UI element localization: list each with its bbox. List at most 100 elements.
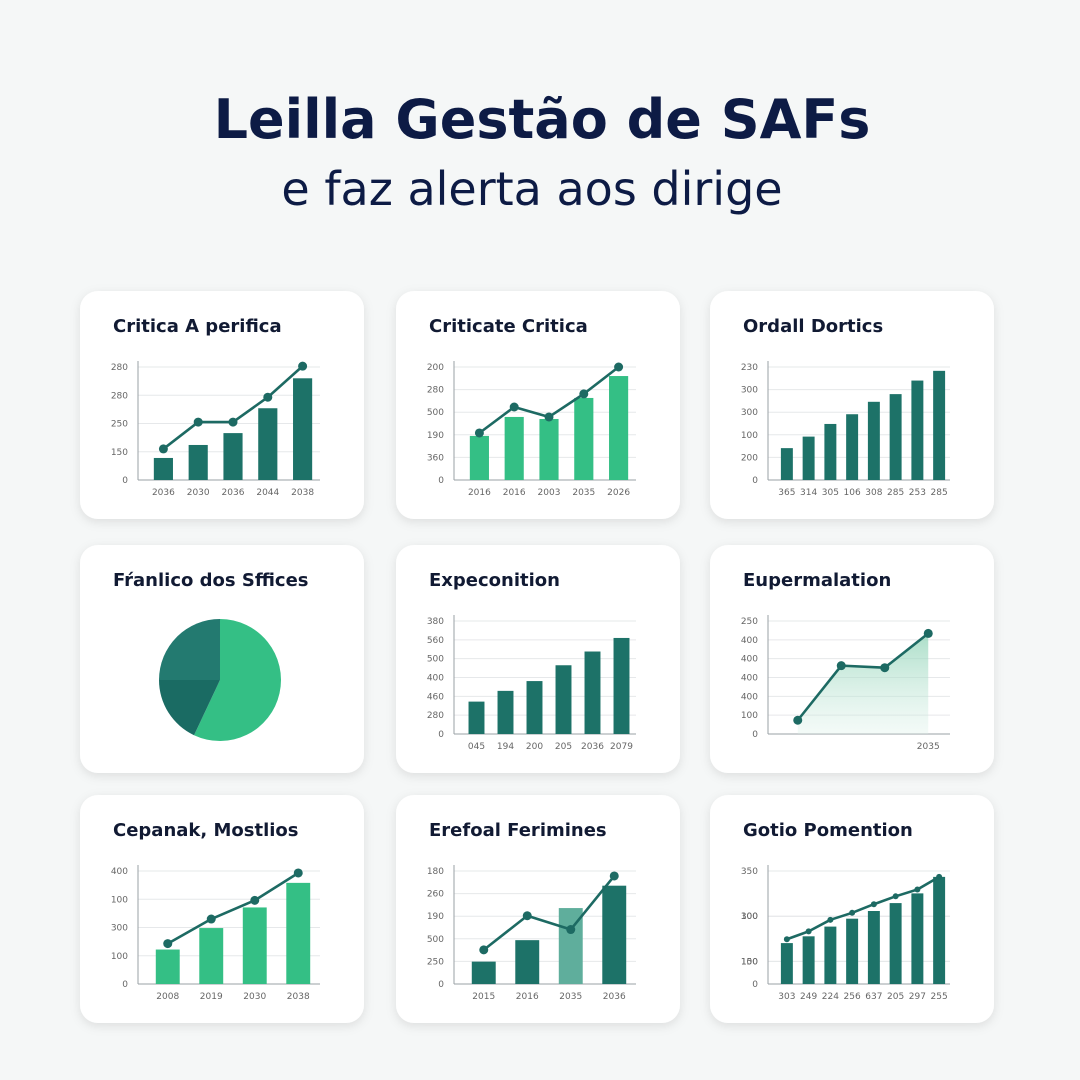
y-tick-label: 0	[752, 476, 758, 486]
x-tick-label: 2079	[610, 742, 633, 752]
x-tick-label: 200	[526, 742, 543, 752]
pie-slice	[159, 619, 220, 680]
y-tick-label: 150	[741, 957, 758, 967]
x-tick-label: 224	[822, 992, 839, 1002]
x-tick-label: 2016	[468, 488, 491, 498]
x-tick-label: 365	[778, 488, 795, 498]
bar	[199, 928, 224, 984]
line	[786, 875, 940, 941]
y-tick-label: 180	[427, 867, 444, 877]
y-tick-label: 100	[111, 952, 128, 962]
chart-title: Criticate Critica	[429, 316, 588, 337]
x-tick-label: 255	[931, 992, 948, 1002]
x-tick-label: 2036	[603, 992, 626, 1002]
marker	[914, 886, 921, 893]
x-tick-label: 194	[497, 742, 514, 752]
chart-title: Expeconition	[429, 570, 560, 591]
y-tick-label: 300	[741, 912, 758, 922]
x-tick-label: 303	[778, 992, 795, 1002]
marker	[522, 911, 532, 921]
y-tick-label: 280	[111, 363, 128, 373]
bar	[539, 418, 559, 480]
y-tick-label: 500	[427, 408, 444, 418]
marker	[870, 901, 877, 908]
marker	[805, 928, 812, 935]
y-tick-label: 350	[741, 867, 758, 877]
y-tick-label: 100	[741, 957, 758, 967]
y-tick-label: 280	[427, 711, 444, 721]
marker	[158, 444, 168, 454]
x-tick-label: 308	[865, 488, 882, 498]
marker	[793, 715, 803, 725]
y-tick-label: 230	[741, 363, 758, 373]
marker	[250, 895, 260, 905]
y-tick-label: 200	[741, 453, 758, 463]
bar	[802, 936, 815, 984]
bar	[609, 376, 629, 480]
marker	[614, 362, 624, 372]
y-tick-label: 100	[111, 895, 128, 905]
marker	[579, 389, 589, 399]
line	[482, 875, 616, 951]
y-tick-label: 380	[427, 617, 444, 627]
x-tick-label: 2030	[243, 992, 266, 1002]
x-tick-label: 285	[887, 488, 904, 498]
bar	[846, 918, 859, 984]
y-tick-label: 280	[111, 391, 128, 401]
y-tick-label: 100	[741, 912, 758, 922]
area	[797, 633, 929, 734]
bar	[526, 681, 543, 734]
bar	[780, 943, 793, 984]
x-tick-label: 2038	[287, 992, 310, 1002]
bar	[223, 433, 243, 480]
marker	[206, 914, 216, 924]
chart-title: Erefoal Ferimines	[429, 820, 607, 841]
bar	[293, 378, 313, 480]
marker	[293, 868, 303, 878]
x-tick-label: 106	[844, 488, 861, 498]
bar	[504, 416, 524, 480]
y-tick-label: 400	[111, 867, 128, 877]
y-tick-label: 460	[427, 692, 444, 702]
subheadline: e faz alerta aos dirige	[281, 162, 782, 216]
y-tick-label: 0	[752, 730, 758, 740]
x-tick-label: 2044	[256, 488, 279, 498]
y-tick-label: 300	[111, 924, 128, 934]
y-tick-label: 190	[427, 431, 444, 441]
y-tick-label: 250	[427, 957, 444, 967]
line	[796, 632, 930, 722]
y-tick-label: 100	[741, 431, 758, 441]
x-tick-label: 2026	[607, 488, 630, 498]
bar	[613, 637, 630, 734]
bar	[602, 885, 627, 984]
x-tick-label: 2003	[538, 488, 561, 498]
bar	[286, 882, 311, 984]
marker	[509, 402, 519, 412]
x-tick-label: 205	[555, 742, 572, 752]
x-tick-label: 2036	[152, 488, 175, 498]
pie-slice	[159, 680, 220, 736]
chart-title: Ordall Dortics	[743, 316, 883, 337]
x-tick-label: 297	[909, 992, 926, 1002]
marker	[298, 361, 308, 371]
bar	[555, 665, 572, 734]
bar	[933, 370, 946, 480]
x-tick-label: 253	[909, 488, 926, 498]
card	[80, 291, 364, 519]
marker	[936, 873, 943, 880]
card	[396, 291, 680, 519]
marker	[566, 925, 576, 935]
y-tick-label: 300	[741, 386, 758, 396]
x-tick-label: 2016	[503, 488, 526, 498]
chart-title: Fŕanlico dos Sffices	[113, 570, 309, 591]
marker	[892, 893, 899, 900]
marker	[923, 628, 933, 638]
x-tick-label: 256	[844, 992, 861, 1002]
x-tick-label: 314	[800, 488, 817, 498]
line	[167, 871, 299, 945]
marker	[880, 663, 890, 673]
y-tick-label: 280	[427, 386, 444, 396]
marker	[849, 909, 856, 916]
y-tick-label: 190	[427, 912, 444, 922]
